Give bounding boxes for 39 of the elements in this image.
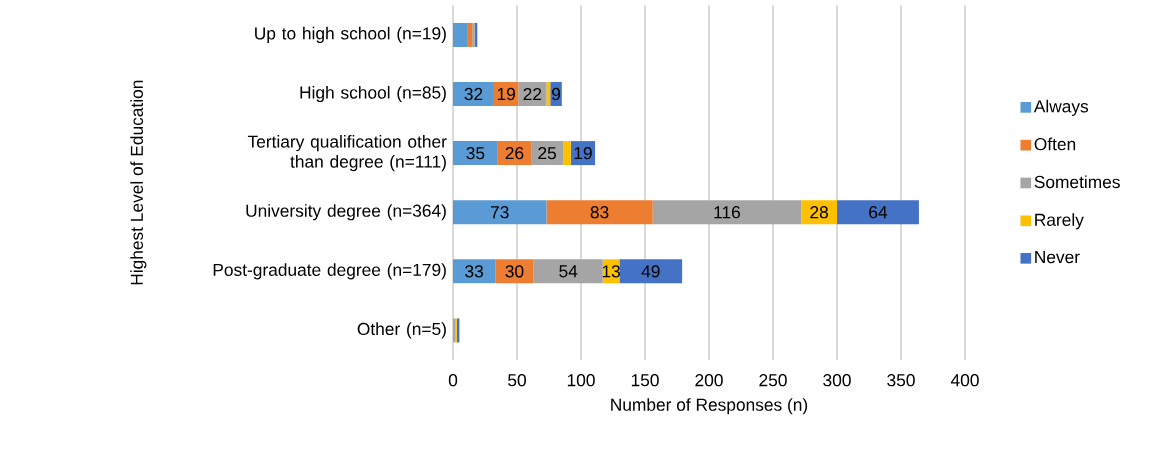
y-tick-label: Up to high school (n=19) (255, 26, 446, 43)
data-label: 35 (466, 146, 485, 160)
x-tick-label: 100 (567, 374, 595, 387)
data-label: 73 (490, 206, 509, 219)
legend-label: Always (1033, 99, 1089, 116)
y-axis-title: Highest Level of Education (130, 80, 147, 285)
x-tick-label: 300 (823, 374, 851, 387)
data-label: 32 (464, 87, 483, 101)
data-label: 64 (869, 206, 888, 219)
x-tick-label: 400 (950, 374, 979, 387)
y-tick-label: University degree (n=364) (246, 204, 446, 221)
y-tick-label: High school (n=85) (300, 85, 446, 103)
data-label: 54 (559, 265, 578, 278)
y-tick-label: Other (n=5) (357, 322, 446, 339)
data-label: 116 (714, 206, 740, 219)
data-label: 49 (641, 265, 660, 278)
legend-label: Often (1034, 137, 1076, 151)
data-label: 26 (505, 146, 524, 160)
y-tick-label: Tertiary qualification other than degree (n=111) (247, 135, 447, 172)
x-tick-label: 250 (759, 374, 787, 387)
legend-label: Sometimes (1034, 175, 1120, 189)
y-tick-label: Post-graduate degree (n=179) (213, 263, 446, 280)
x-tick-label: 50 (508, 374, 526, 387)
data-label: 9 (552, 87, 561, 101)
data-label: 28 (810, 206, 828, 219)
x-tick-label: 200 (695, 374, 723, 387)
legend-label: Rarely (1035, 213, 1084, 230)
data-label: 33 (465, 265, 484, 278)
legend-label: Never (1035, 251, 1080, 264)
x-tick-label: 350 (887, 374, 915, 387)
data-label: 19 (497, 87, 515, 101)
x-tick-label: 0 (448, 374, 458, 387)
data-label: 19 (574, 146, 592, 160)
data-label: 25 (538, 146, 556, 160)
x-axis-title: Number of Responses (n) (611, 398, 808, 415)
data-label: 30 (505, 265, 524, 278)
data-label: 83 (590, 206, 609, 219)
data-label: 22 (523, 87, 542, 101)
x-tick-label: 150 (631, 374, 659, 387)
